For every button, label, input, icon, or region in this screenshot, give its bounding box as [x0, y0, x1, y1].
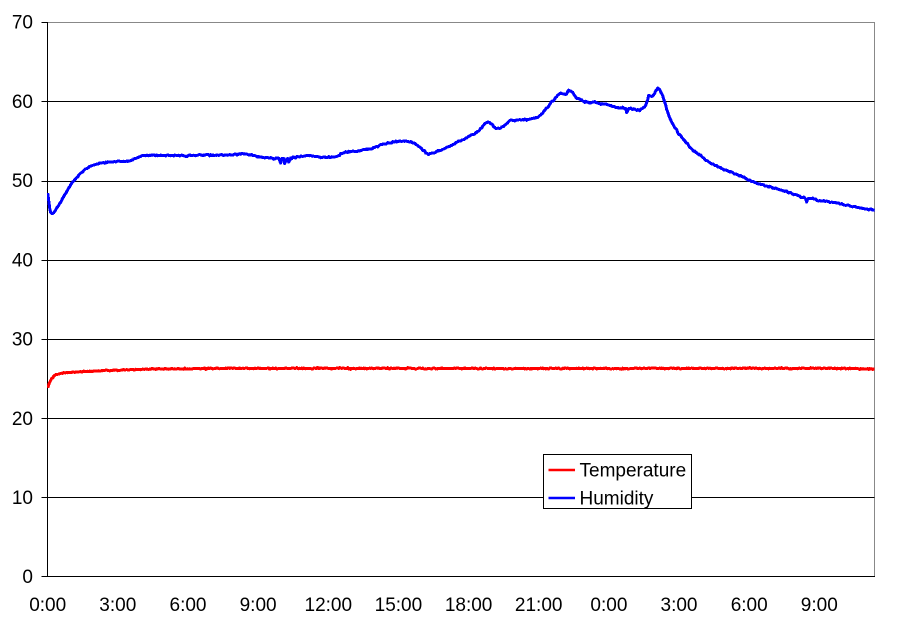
svg-text:Temperature: Temperature — [580, 461, 687, 482]
svg-text:18:00: 18:00 — [445, 595, 493, 616]
svg-text:12:00: 12:00 — [305, 595, 353, 616]
svg-text:3:00: 3:00 — [99, 595, 136, 616]
svg-text:3:00: 3:00 — [661, 595, 698, 616]
svg-text:21:00: 21:00 — [515, 595, 563, 616]
svg-text:15:00: 15:00 — [375, 595, 423, 616]
svg-text:40: 40 — [12, 250, 33, 271]
svg-text:9:00: 9:00 — [801, 595, 838, 616]
svg-text:6:00: 6:00 — [170, 595, 207, 616]
svg-text:30: 30 — [12, 330, 33, 351]
svg-text:0:00: 0:00 — [590, 595, 627, 616]
svg-text:Humidity: Humidity — [580, 489, 654, 510]
svg-text:0: 0 — [22, 567, 33, 588]
svg-text:10: 10 — [12, 488, 33, 509]
svg-text:9:00: 9:00 — [240, 595, 277, 616]
svg-text:0:00: 0:00 — [29, 595, 66, 616]
svg-text:20: 20 — [12, 409, 33, 430]
svg-text:70: 70 — [12, 13, 33, 34]
svg-text:6:00: 6:00 — [731, 595, 768, 616]
svg-text:50: 50 — [12, 171, 33, 192]
svg-text:60: 60 — [12, 92, 33, 113]
